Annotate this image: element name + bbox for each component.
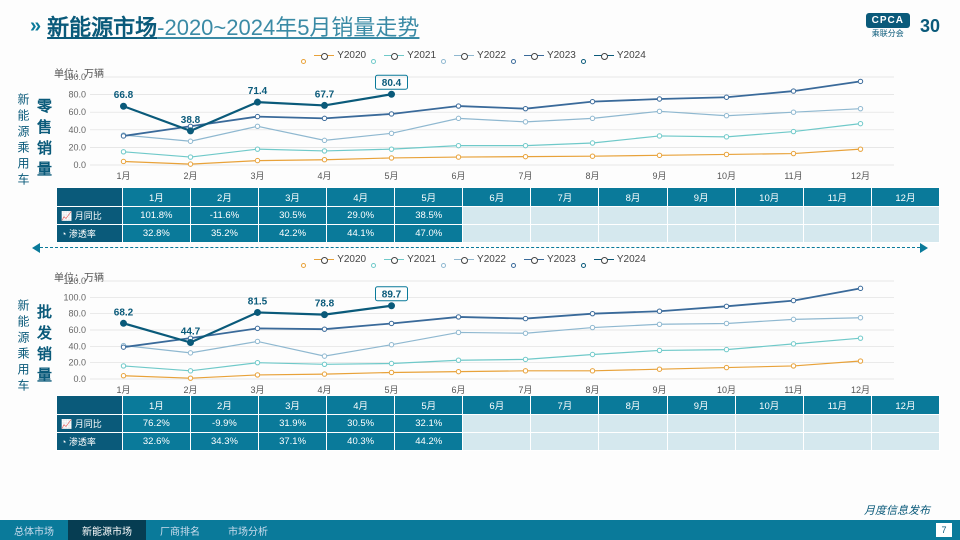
category-label: 新能源乘用车 [12, 267, 32, 397]
svg-text:12月: 12月 [851, 171, 870, 181]
svg-text:9月: 9月 [652, 171, 666, 181]
footer-nav: 总体市场新能源市场厂商排名市场分析 7 [0, 520, 960, 540]
legend-item: Y2022 [454, 254, 506, 265]
svg-text:10月: 10月 [717, 385, 736, 395]
svg-text:7月: 7月 [518, 171, 532, 181]
release-label: 月度信息发布 [864, 502, 930, 518]
page-number: 7 [936, 523, 952, 537]
svg-text:8月: 8月 [585, 385, 599, 395]
legend-item: Y2022 [454, 50, 506, 61]
svg-text:9月: 9月 [652, 385, 666, 395]
legend-item: Y2024 [594, 254, 646, 265]
svg-text:20.0: 20.0 [68, 142, 86, 152]
category-label: 新能源乘用车 [12, 63, 32, 189]
svg-text:4月: 4月 [317, 171, 331, 181]
chevron-icon: » [30, 15, 41, 38]
svg-text:60.0: 60.0 [68, 107, 86, 117]
legend-item: Y2023 [524, 50, 576, 61]
legend-item: Y2020 [314, 50, 366, 61]
svg-text:0.0: 0.0 [73, 160, 86, 170]
svg-text:5月: 5月 [384, 171, 398, 181]
wholesale-line-chart: 0.020.040.060.080.0100.0120.01月2月3月4月5月6… [54, 267, 904, 397]
section-divider [40, 247, 920, 248]
unit-label: 单位：万辆 [54, 269, 104, 284]
svg-text:81.5: 81.5 [248, 296, 268, 307]
svg-text:60.0: 60.0 [68, 325, 86, 335]
retail-chart-section: Y2020 Y2021 Y2022 Y2023 Y2024 新能源乘用车 零售销量 单位… [12, 48, 948, 243]
legend: Y2020 Y2021 Y2022 Y2023 Y2024 [12, 48, 948, 63]
svg-text:80.0: 80.0 [68, 90, 86, 100]
svg-text:7月: 7月 [518, 385, 532, 395]
retail-table: 1月2月3月4月5月6月7月8月9月10月11月12月📈 月同比101.8%-1… [56, 187, 940, 243]
svg-text:1月: 1月 [116, 171, 130, 181]
chart2-title: 批发销量 [32, 267, 54, 397]
footer-tab[interactable]: 市场分析 [214, 520, 282, 540]
svg-text:80.0: 80.0 [68, 309, 86, 319]
footer-tab[interactable]: 总体市场 [0, 520, 68, 540]
svg-text:12月: 12月 [851, 385, 870, 395]
svg-text:2月: 2月 [183, 171, 197, 181]
svg-text:4月: 4月 [317, 385, 331, 395]
footer-tab[interactable]: 新能源市场 [68, 520, 146, 540]
svg-text:6月: 6月 [451, 385, 465, 395]
svg-text:44.7: 44.7 [181, 326, 201, 337]
svg-text:71.4: 71.4 [248, 86, 268, 97]
logo-area: CPCA 乘联分会 30 [866, 13, 940, 39]
svg-text:11月: 11月 [784, 385, 802, 395]
legend-item: Y2024 [594, 50, 646, 61]
retail-line-chart: 0.020.040.060.080.0100.01月2月3月4月5月6月7月8月… [54, 63, 904, 183]
svg-text:3月: 3月 [250, 171, 264, 181]
svg-text:80.4: 80.4 [382, 78, 402, 89]
svg-text:100.0: 100.0 [63, 292, 86, 302]
chart1-title: 零售销量 [32, 63, 54, 189]
anniversary-logo: 30 [920, 16, 940, 37]
svg-text:89.7: 89.7 [382, 290, 402, 301]
svg-text:1月: 1月 [116, 385, 130, 395]
svg-text:66.8: 66.8 [114, 90, 134, 101]
page-title: 新能源市场-2020~2024年5月销量走势 [47, 10, 419, 42]
legend-item: Y2021 [384, 254, 436, 265]
cpca-logo: CPCA 乘联分会 [866, 13, 910, 39]
svg-text:11月: 11月 [784, 171, 802, 181]
footer-tab[interactable]: 厂商排名 [146, 520, 214, 540]
svg-text:0.0: 0.0 [73, 374, 86, 384]
legend-item: Y2020 [314, 254, 366, 265]
header: » 新能源市场-2020~2024年5月销量走势 CPCA 乘联分会 30 [0, 0, 960, 46]
svg-text:3月: 3月 [250, 385, 264, 395]
svg-text:40.0: 40.0 [68, 125, 86, 135]
legend: Y2020 Y2021 Y2022 Y2023 Y2024 [12, 252, 948, 267]
wholesale-chart-section: Y2020 Y2021 Y2022 Y2023 Y2024 新能源乘用车 批发销量 单位… [12, 252, 948, 451]
svg-text:10月: 10月 [717, 171, 736, 181]
svg-text:6月: 6月 [451, 171, 465, 181]
svg-text:20.0: 20.0 [68, 358, 86, 368]
unit-label: 单位：万辆 [54, 65, 104, 80]
svg-text:67.7: 67.7 [315, 89, 335, 100]
svg-text:40.0: 40.0 [68, 341, 86, 351]
svg-text:5月: 5月 [384, 385, 398, 395]
svg-text:8月: 8月 [585, 171, 599, 181]
wholesale-table: 1月2月3月4月5月6月7月8月9月10月11月12月📈 月同比76.2%-9.… [56, 395, 940, 451]
svg-text:38.8: 38.8 [181, 115, 201, 126]
svg-text:2月: 2月 [183, 385, 197, 395]
svg-text:68.2: 68.2 [114, 307, 134, 318]
svg-text:78.8: 78.8 [315, 299, 335, 310]
legend-item: Y2023 [524, 254, 576, 265]
legend-item: Y2021 [384, 50, 436, 61]
